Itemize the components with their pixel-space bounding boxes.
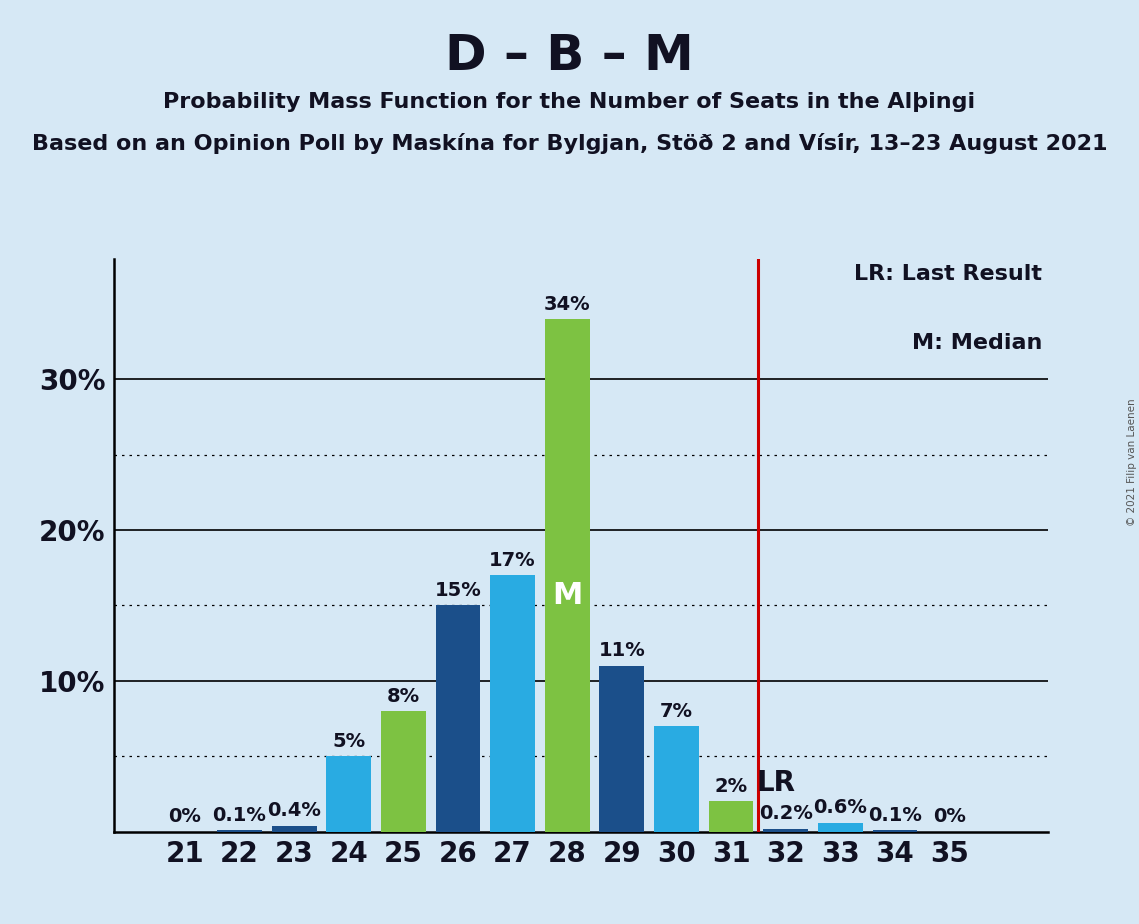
Text: M: Median: M: Median xyxy=(912,334,1042,353)
Text: 34%: 34% xyxy=(544,295,590,314)
Text: 0.4%: 0.4% xyxy=(268,801,321,821)
Text: 15%: 15% xyxy=(435,581,482,601)
Text: 11%: 11% xyxy=(598,641,645,661)
Text: 0.1%: 0.1% xyxy=(868,806,921,825)
Bar xyxy=(380,711,426,832)
Text: Based on an Opinion Poll by Maskína for Bylgjan, Stöð 2 and Vísír, 13–23 August: Based on an Opinion Poll by Maskína for … xyxy=(32,133,1107,154)
Bar xyxy=(490,576,535,832)
Bar xyxy=(818,822,862,832)
Text: 2%: 2% xyxy=(714,777,747,796)
Text: 0.1%: 0.1% xyxy=(213,806,267,825)
Bar xyxy=(708,801,754,832)
Bar xyxy=(599,666,645,832)
Text: Probability Mass Function for the Number of Seats in the Alþingi: Probability Mass Function for the Number… xyxy=(163,92,976,113)
Bar xyxy=(272,825,317,832)
Bar xyxy=(327,756,371,832)
Text: 7%: 7% xyxy=(659,702,693,721)
Text: LR: Last Result: LR: Last Result xyxy=(854,264,1042,285)
Text: © 2021 Filip van Laenen: © 2021 Filip van Laenen xyxy=(1128,398,1137,526)
Text: 17%: 17% xyxy=(490,551,536,570)
Text: LR: LR xyxy=(756,769,796,796)
Bar xyxy=(218,830,262,832)
Bar xyxy=(763,829,808,832)
Text: 0%: 0% xyxy=(169,808,202,826)
Text: 0.2%: 0.2% xyxy=(759,804,812,823)
Text: 8%: 8% xyxy=(387,687,420,706)
Text: D – B – M: D – B – M xyxy=(445,32,694,80)
Text: 0%: 0% xyxy=(933,808,966,826)
Text: 0.6%: 0.6% xyxy=(813,798,867,817)
Text: M: M xyxy=(552,581,582,611)
Bar xyxy=(435,605,481,832)
Bar xyxy=(654,726,699,832)
Bar xyxy=(544,319,590,832)
Bar xyxy=(872,830,917,832)
Text: 5%: 5% xyxy=(333,732,366,751)
